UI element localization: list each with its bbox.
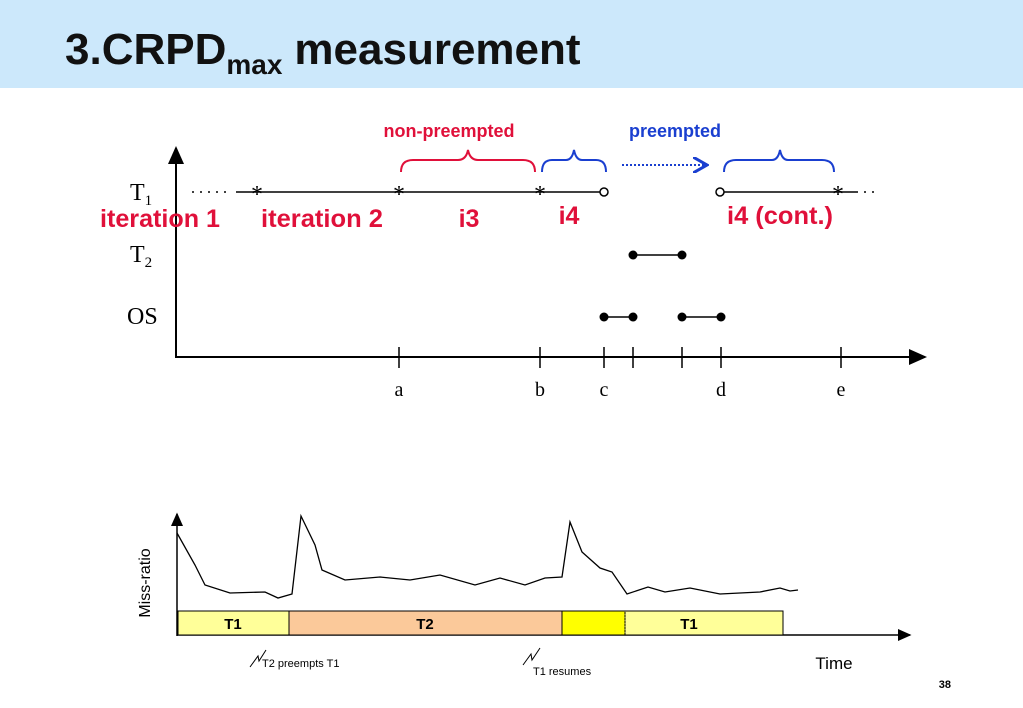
brace: [400, 149, 536, 173]
segment: [177, 610, 290, 636]
iteration-label: i3: [459, 205, 480, 233]
tick-label: c: [600, 379, 609, 401]
dot: [716, 312, 726, 322]
iteration-label: i4: [559, 202, 580, 230]
tick-label: e: [837, 379, 846, 401]
page-number: 38: [939, 679, 951, 691]
row-sub: 2: [145, 255, 153, 271]
segment: [624, 610, 784, 636]
open-circle: [715, 187, 725, 197]
dot: [628, 312, 638, 322]
miss-ratio-chart: T1 T2 T1 Miss-ratio Time T2 preempts T1 …: [137, 512, 912, 678]
row-sub: 1: [145, 193, 153, 209]
dot: [628, 250, 638, 260]
row-label: T2: [130, 242, 152, 271]
marker: *: [832, 182, 844, 208]
dot: [677, 312, 687, 322]
annotation: T1 resumes: [533, 666, 592, 678]
row-label: OS: [127, 304, 158, 330]
iteration-label: iteration 1: [100, 205, 220, 233]
segment: [288, 610, 563, 636]
title-subscript: max: [226, 49, 282, 80]
tick-label: b: [535, 379, 545, 401]
marker: *: [393, 182, 405, 208]
brace: [723, 149, 835, 173]
iteration-label: i4 (cont.): [727, 202, 833, 230]
y-axis-label: Miss-ratio: [137, 548, 154, 617]
header-band: [0, 0, 1023, 88]
marker: *: [251, 182, 263, 208]
brace-label: preempted: [629, 121, 721, 141]
title-rest: measurement: [294, 25, 580, 74]
segment: [561, 610, 626, 636]
brace: [541, 149, 607, 173]
segment-label: T2: [416, 616, 434, 633]
lightning: [522, 647, 541, 666]
marker: *: [534, 182, 546, 208]
open-circle: [599, 187, 609, 197]
slide-title: 3.CRPDmax measurement: [65, 25, 581, 80]
timeline-diagram: [168, 146, 927, 368]
row-name: T: [130, 242, 145, 268]
annotation: T2 preempts T1: [262, 658, 339, 670]
tick-label: a: [395, 379, 404, 401]
miss-ratio-curve: [176, 513, 799, 599]
segment-label: T1: [224, 616, 242, 633]
iteration-label: iteration 2: [261, 205, 383, 233]
brace-label: non-preempted: [383, 121, 514, 141]
dot: [677, 250, 687, 260]
x-axis-label: Time: [815, 654, 852, 673]
row-label: T1: [130, 180, 152, 209]
lightning: [249, 649, 267, 668]
row-name: T: [130, 180, 145, 206]
tick-label: d: [716, 379, 726, 401]
segment-label: T1: [680, 616, 698, 633]
dot: [599, 312, 609, 322]
title-main: 3.CRPD: [65, 25, 226, 74]
